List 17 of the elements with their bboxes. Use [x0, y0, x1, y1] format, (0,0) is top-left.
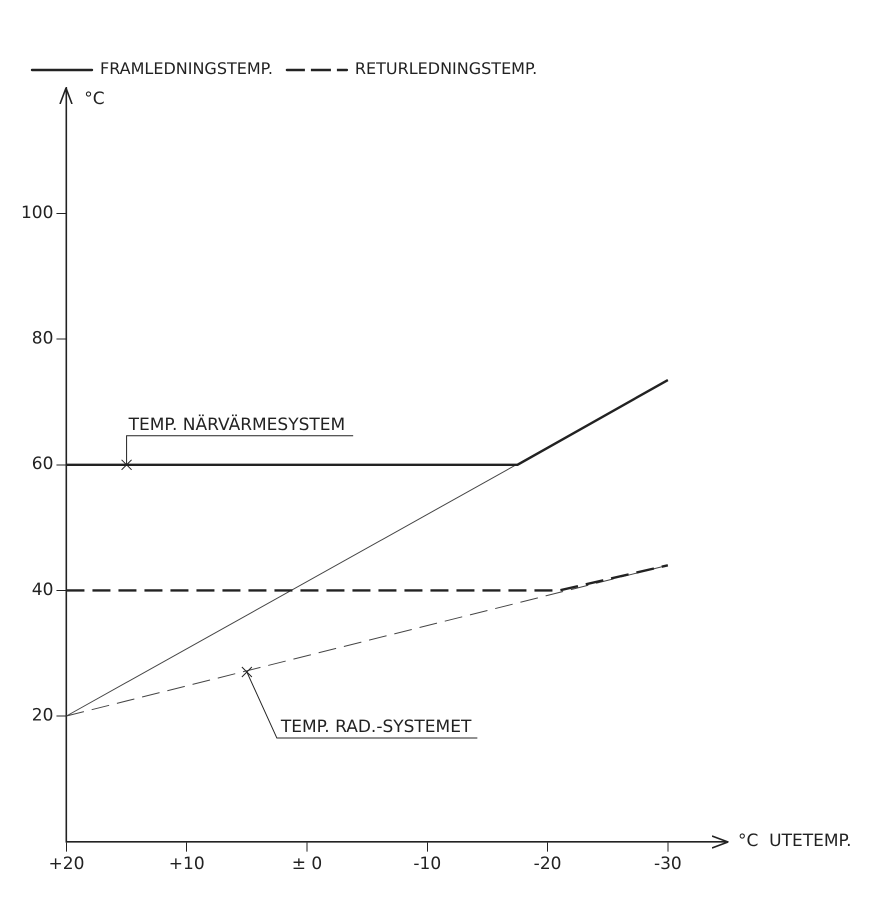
y-tick-label: 40: [32, 580, 54, 600]
x-tick-label: +10: [168, 854, 205, 874]
y-tick-label: 60: [32, 454, 54, 474]
legend-label: FRAMLEDNINGSTEMP.: [100, 59, 273, 78]
x-tick-label: ± 0: [292, 854, 322, 874]
x-tick-label: +20: [48, 854, 84, 874]
y-axis-title: °C: [84, 88, 105, 109]
x-tick-label: -10: [413, 854, 442, 874]
y-tick-label: 80: [32, 328, 54, 349]
legend-label: RETURLEDNINGSTEMP.: [354, 59, 538, 78]
annotation: TEMP. RAD.-SYSTEMET: [280, 717, 472, 738]
y-tick-label: 20: [32, 705, 54, 726]
x-tick-label: -20: [534, 854, 562, 874]
x-axis-title: °C UTETEMP.: [738, 831, 852, 852]
x-tick-label: -30: [654, 854, 682, 874]
annotation: TEMP. NÄRVÄRMESYSTEM: [128, 414, 346, 435]
y-tick-label: 100: [20, 203, 54, 224]
